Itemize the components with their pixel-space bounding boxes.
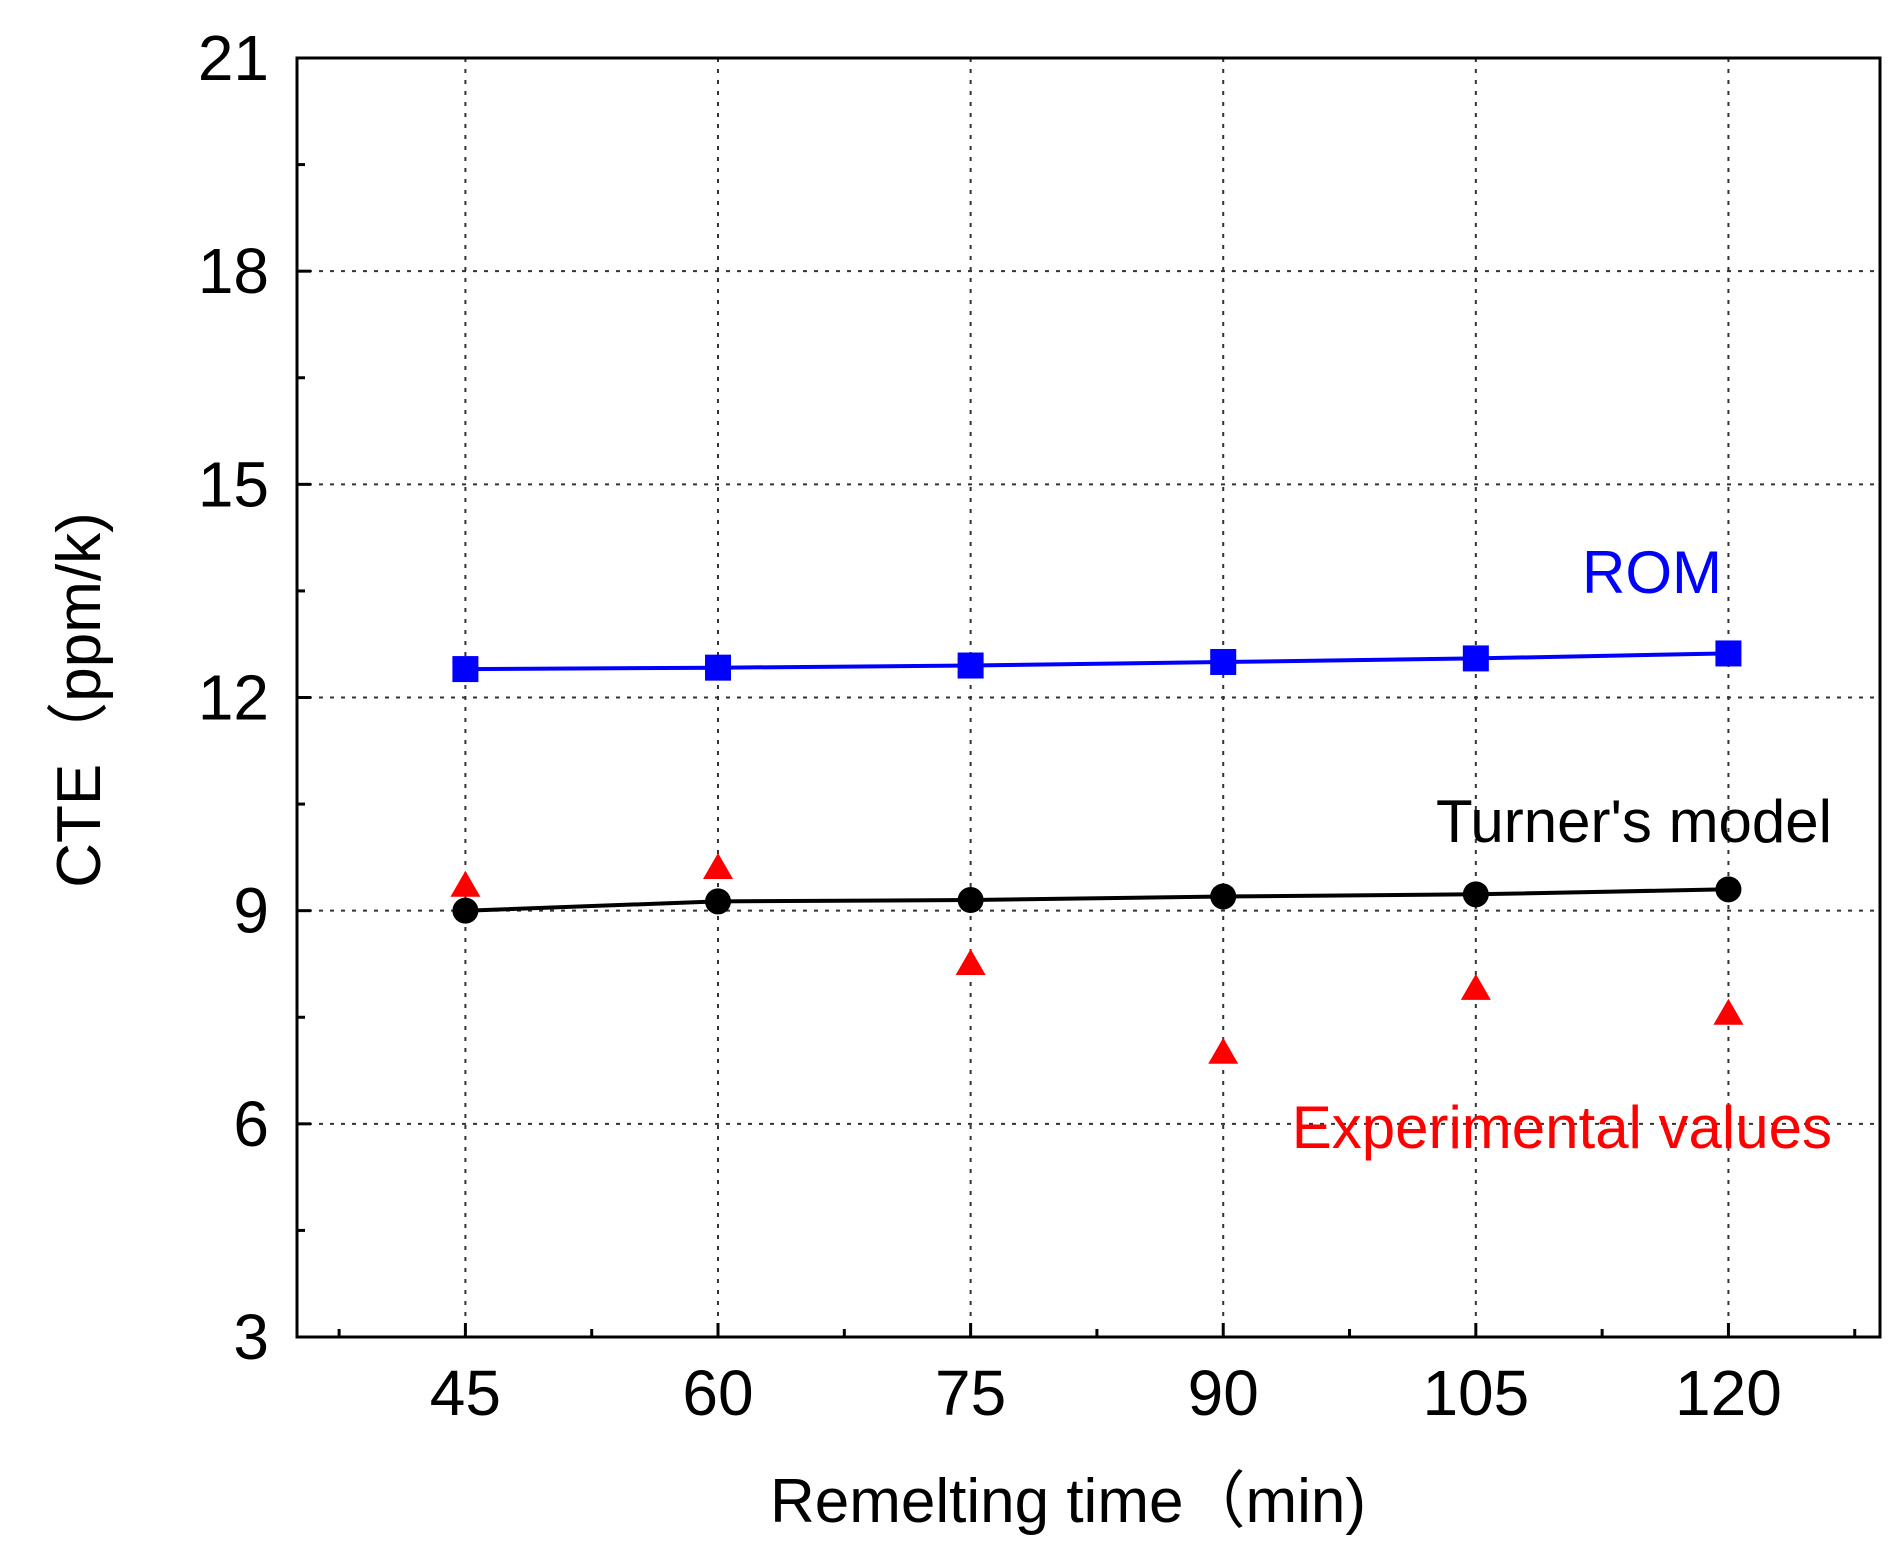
x-tick-label: 60 xyxy=(682,1357,753,1429)
marker-rom xyxy=(705,654,732,681)
annotation-experimental-values: Experimental values xyxy=(1292,1094,1832,1161)
marker-rom xyxy=(1210,648,1237,675)
marker-experimental-values xyxy=(1460,973,1491,1000)
marker-turner-s-model xyxy=(1210,883,1237,910)
y-tick-label: 21 xyxy=(198,22,269,94)
axis-ticks xyxy=(297,56,1857,1339)
x-tick-label: 90 xyxy=(1188,1357,1259,1429)
series-layer xyxy=(450,640,1744,1064)
marker-experimental-values xyxy=(450,870,481,897)
grid-lines xyxy=(297,58,1880,1337)
x-tick-label: 120 xyxy=(1675,1357,1782,1429)
y-tick-label: 18 xyxy=(198,235,269,307)
marker-rom xyxy=(957,652,984,679)
marker-experimental-values xyxy=(1208,1037,1239,1064)
marker-experimental-values xyxy=(703,853,734,880)
marker-experimental-values xyxy=(955,948,986,975)
annotation-rom: ROM xyxy=(1582,539,1722,606)
y-axis-title: CTE（ppm/k) xyxy=(45,512,114,887)
marker-turner-s-model xyxy=(705,888,732,915)
tick-labels: 3 6 9 12 15 18 21 45 60 75 90 105 120 xyxy=(198,22,1782,1429)
y-tick-label: 3 xyxy=(233,1301,269,1373)
annotation-turners-model: Turner's model xyxy=(1436,788,1832,855)
y-tick-label: 12 xyxy=(198,662,269,734)
x-axis-title: Remelting time（min) xyxy=(770,1467,1366,1536)
marker-rom xyxy=(1462,645,1489,672)
series-line-rom xyxy=(465,651,1729,672)
series-line-turner-s-model xyxy=(465,887,1729,913)
y-tick-label: 9 xyxy=(233,875,269,947)
marker-turner-s-model xyxy=(1715,876,1742,903)
x-tick-label: 75 xyxy=(935,1357,1006,1429)
marker-turner-s-model xyxy=(1462,881,1489,908)
x-tick-label: 105 xyxy=(1422,1357,1529,1429)
marker-turner-s-model xyxy=(452,897,479,924)
y-tick-label: 6 xyxy=(233,1088,269,1160)
y-tick-label: 15 xyxy=(198,448,269,520)
marker-rom xyxy=(452,656,479,683)
x-tick-label: 45 xyxy=(430,1357,501,1429)
marker-rom xyxy=(1715,640,1742,667)
marker-turner-s-model xyxy=(957,887,984,914)
marker-experimental-values xyxy=(1713,998,1744,1025)
